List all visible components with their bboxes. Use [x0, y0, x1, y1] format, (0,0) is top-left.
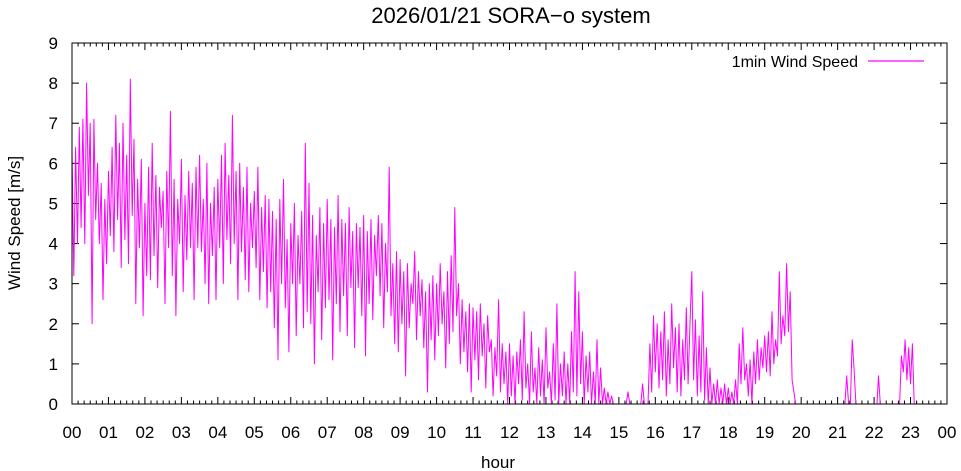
chart-title: 2026/01/21 SORA−o system	[371, 3, 650, 28]
x-tick-label: 05	[245, 423, 264, 442]
x-tick-label: 03	[172, 423, 191, 442]
x-tick-label: 09	[391, 423, 410, 442]
legend-label: 1min Wind Speed	[732, 54, 858, 71]
plot-frame	[71, 42, 948, 405]
x-tick-label: 11	[464, 423, 482, 442]
x-tick-label: 01	[99, 423, 118, 442]
x-tick-label: 14	[573, 423, 592, 442]
x-tick-label: 07	[318, 423, 337, 442]
x-tick-label: 00	[63, 423, 82, 442]
x-tick-label: 12	[500, 423, 519, 442]
x-tick-label: 06	[281, 423, 300, 442]
y-tick-label: 3	[49, 275, 58, 294]
x-axis-label: hour	[481, 453, 515, 471]
x-tick-label: 20	[792, 423, 811, 442]
y-tick-label: 5	[49, 194, 58, 213]
y-tick-label: 0	[49, 395, 58, 414]
x-tick-label: 19	[755, 423, 774, 442]
y-tick-label: 6	[49, 154, 58, 173]
x-tick-label: 23	[901, 423, 920, 442]
series-line-1min-wind-speed	[71, 78, 947, 405]
x-tick-label: 21	[828, 423, 847, 442]
x-tick-label: 02	[135, 423, 154, 442]
x-tick-label: 16	[646, 423, 665, 442]
x-tick-label: 10	[427, 423, 446, 442]
x-tick-label: 17	[682, 423, 701, 442]
x-tick-label: 00	[938, 423, 957, 442]
legend: 1min Wind Speed	[732, 54, 924, 71]
y-tick-label: 4	[49, 235, 58, 254]
y-tick-label: 8	[49, 74, 58, 93]
x-tick-label: 22	[865, 423, 884, 442]
x-tick-label: 04	[208, 423, 227, 442]
y-tick-label: 9	[49, 34, 58, 53]
y-tick-label: 7	[49, 114, 58, 133]
x-tick-label: 13	[536, 423, 555, 442]
y-tick-label: 1	[49, 355, 58, 374]
x-tick-label: 15	[609, 423, 628, 442]
y-tick-label: 2	[49, 315, 58, 334]
x-axis-ticks: 00 01 02 03 04 05 06 07 08 09 10 11 12 13 14 15 16 17 18 19…	[63, 43, 957, 442]
x-tick-label: 08	[354, 423, 373, 442]
x-tick-label: 18	[719, 423, 738, 442]
y-axis-label: Wind Speed [m/s]	[5, 156, 24, 290]
y-axis-ticks: 0 1 2 3 4 5 6 7 8 9	[49, 34, 947, 414]
